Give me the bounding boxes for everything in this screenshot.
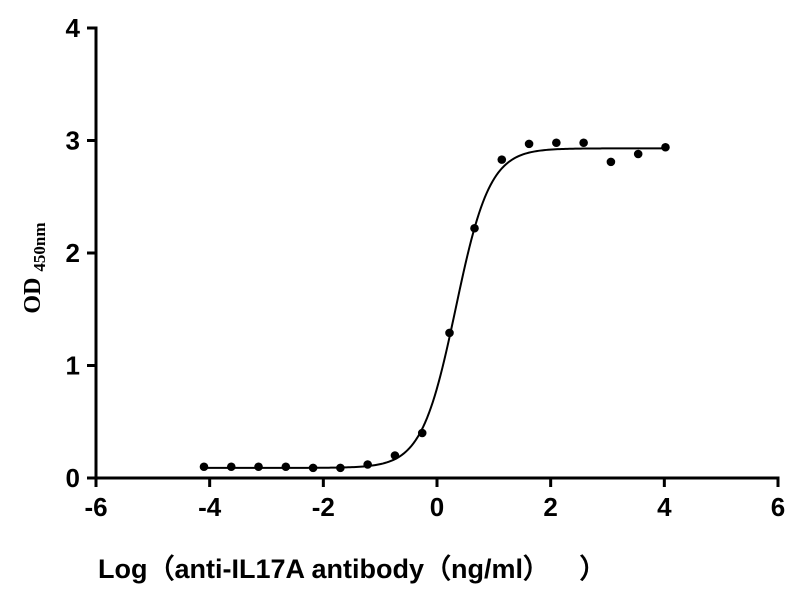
data-point [579, 138, 588, 148]
x-tick-label: 6 [771, 492, 785, 522]
x-axis-title: Log（anti-IL17A antibody（ng/ml） ） [98, 554, 607, 584]
x-tick-label: -4 [198, 492, 222, 522]
data-point [524, 139, 534, 149]
data-point [661, 142, 670, 152]
data-point [552, 138, 561, 148]
data-point [497, 155, 507, 164]
data-point [226, 462, 236, 472]
data-point [417, 428, 427, 438]
y-axis-title-sub: 450nm [30, 222, 49, 271]
x-tick-label: -6 [84, 492, 107, 522]
data-points [199, 138, 670, 473]
x-tick-label: 0 [430, 492, 444, 522]
data-point [336, 463, 345, 473]
y-axis-title-main: OD [20, 278, 46, 314]
data-point [390, 451, 400, 460]
x-tick-label: 4 [657, 492, 672, 522]
fit-curve-group [203, 147, 666, 469]
y-tick-label: 2 [66, 238, 80, 268]
data-point [254, 462, 263, 472]
x-tick-label: 2 [543, 492, 557, 522]
data-point [470, 223, 479, 233]
data-point [308, 463, 318, 473]
y-tick-label: 0 [66, 463, 80, 493]
y-axis-title: OD 450nm [20, 222, 49, 313]
x-axis-title-main: Log（anti-IL17A antibody（ng/ml） [98, 554, 550, 584]
axes [94, 26, 780, 480]
y-tick-label: 1 [66, 351, 80, 381]
x-tick-label: -2 [312, 492, 335, 522]
data-point [199, 462, 209, 472]
y-tick-label: 4 [66, 13, 81, 43]
data-point [633, 149, 643, 159]
data-point [606, 157, 616, 167]
ticks: -6 -4 -2 0 2 4 6 0 1 2 3 4 [66, 13, 786, 522]
fit-curve [203, 147, 666, 469]
data-point [445, 328, 454, 338]
y-tick-label: 3 [66, 126, 80, 156]
x-axis-title-tail: ） [580, 554, 607, 584]
data-point [363, 460, 372, 469]
data-point [281, 462, 291, 472]
